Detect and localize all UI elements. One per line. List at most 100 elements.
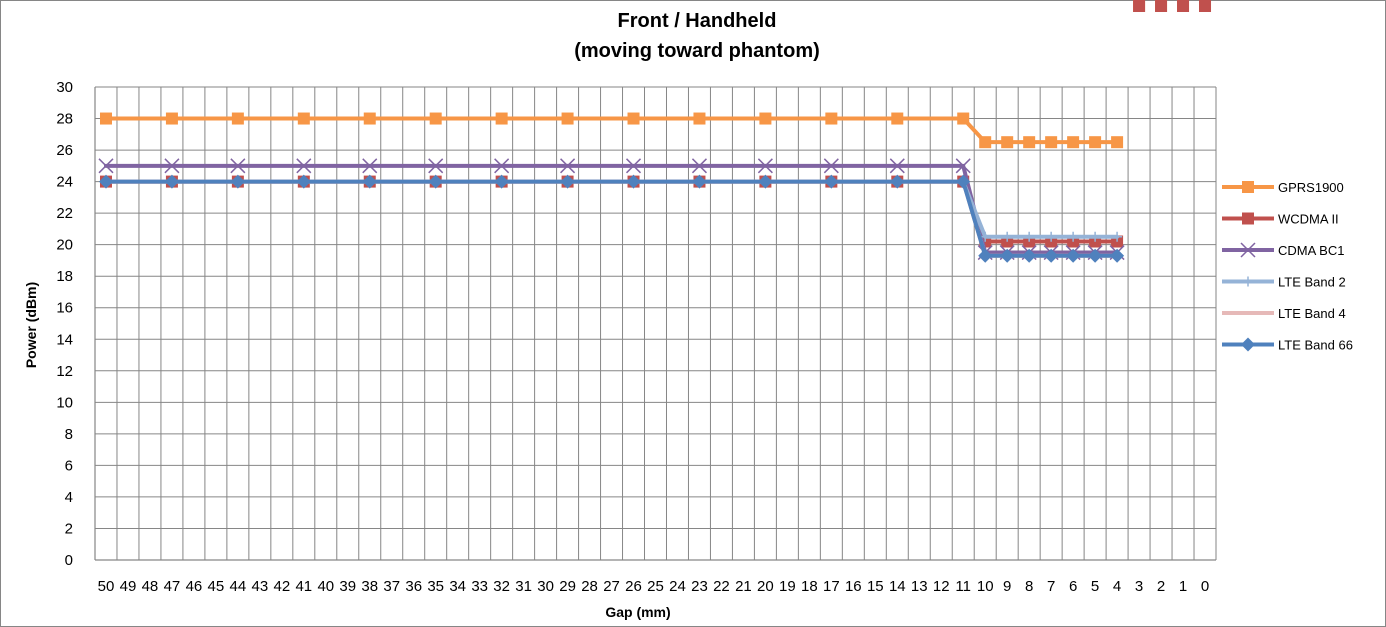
y-tick-label: 22 <box>56 205 73 222</box>
x-tick-label: 11 <box>955 578 971 595</box>
data-point-marker <box>363 112 376 125</box>
x-tick-label: 22 <box>713 578 730 595</box>
data-point-marker <box>1090 231 1101 242</box>
x-tick-label: 33 <box>471 578 488 595</box>
data-point-marker <box>1133 0 1146 12</box>
data-point-marker <box>428 158 444 174</box>
x-tick-label: 14 <box>889 578 906 595</box>
data-point-marker <box>758 174 773 189</box>
data-point-marker <box>1023 136 1036 149</box>
y-tick-label: 20 <box>56 237 73 254</box>
x-tick-label: 8 <box>1025 578 1033 595</box>
x-tick-label: 5 <box>1091 578 1099 595</box>
data-point-marker <box>561 112 574 125</box>
x-tick-label: 42 <box>273 578 290 595</box>
x-tick-label: 32 <box>493 578 510 595</box>
y-tick-label: 18 <box>56 268 73 285</box>
data-point-marker <box>1241 337 1255 352</box>
data-point-marker <box>1089 136 1102 149</box>
x-tick-label: 34 <box>449 578 466 595</box>
data-point-marker <box>693 112 706 125</box>
x-tick-label: 23 <box>691 578 708 595</box>
x-axis-title: Gap (mm) <box>605 604 670 620</box>
data-point-marker <box>625 158 642 174</box>
data-point-marker <box>979 136 992 149</box>
grid-layer <box>94 86 1217 561</box>
y-tick-label: 10 <box>56 394 73 411</box>
data-point-marker <box>297 112 310 125</box>
data-point-marker <box>757 158 773 174</box>
data-point-marker <box>1001 136 1014 149</box>
legend-label: LTE Band 2 <box>1278 275 1346 290</box>
data-point-marker <box>692 174 707 189</box>
x-tick-label: 18 <box>801 578 818 595</box>
chart-title-line-1: Front / Handheld <box>618 10 777 32</box>
x-tick-label: 21 <box>735 578 752 595</box>
data-point-marker <box>494 158 510 174</box>
data-point-marker <box>978 248 993 263</box>
x-tick-label: 24 <box>669 578 686 595</box>
data-point-marker <box>296 174 311 189</box>
y-tick-label: 4 <box>65 489 73 506</box>
x-tick-label: 47 <box>164 578 181 595</box>
x-tick-label: 50 <box>98 578 115 595</box>
x-tick-label: 10 <box>977 578 994 595</box>
data-point-marker <box>99 112 112 125</box>
data-point-marker <box>230 158 246 174</box>
y-tick-label: 30 <box>56 79 73 96</box>
x-tick-label: 48 <box>142 578 159 595</box>
x-tick-label: 7 <box>1047 578 1055 595</box>
data-point-marker <box>1088 248 1103 263</box>
y-axis-title: Power (dBm) <box>23 282 39 368</box>
data-point-marker <box>98 174 113 189</box>
data-point-marker <box>1111 136 1124 149</box>
chart-title-line-2: (moving toward phantom) <box>574 40 820 62</box>
x-tick-label: 27 <box>603 578 620 595</box>
data-point-marker <box>890 174 905 189</box>
x-tick-label: 0 <box>1201 578 1209 595</box>
data-point-marker <box>494 174 509 189</box>
data-point-marker <box>980 231 991 242</box>
x-tick-label: 43 <box>252 578 269 595</box>
data-point-marker <box>98 158 114 174</box>
data-point-marker <box>626 174 641 189</box>
data-point-marker <box>891 112 904 125</box>
x-tick-label: 28 <box>581 578 598 595</box>
x-tick-label: 15 <box>867 578 884 595</box>
data-point-marker <box>1177 0 1190 12</box>
legend-label: LTE Band 66 <box>1278 338 1353 353</box>
x-tick-label: 25 <box>647 578 664 595</box>
x-tick-label: 4 <box>1113 578 1121 595</box>
data-point-marker <box>1155 0 1168 12</box>
data-point-marker <box>495 112 508 125</box>
data-point-marker <box>362 158 378 174</box>
data-point-marker <box>1110 248 1125 263</box>
x-tick-label: 37 <box>383 578 400 595</box>
data-point-marker <box>824 174 839 189</box>
x-tick-label: 45 <box>208 578 225 595</box>
data-point-marker <box>1022 248 1037 263</box>
x-tick-label: 12 <box>933 578 950 595</box>
y-tick-label: 14 <box>56 331 73 348</box>
x-tick-label: 41 <box>295 578 312 595</box>
data-point-marker <box>1024 231 1035 242</box>
x-tick-label: 1 <box>1179 578 1187 595</box>
x-tick-label: 40 <box>317 578 334 595</box>
y-tick-label: 2 <box>65 520 73 537</box>
data-point-marker <box>956 174 971 189</box>
y-tick-label: 12 <box>56 363 73 380</box>
data-point-marker <box>1066 248 1081 263</box>
data-point-marker <box>825 112 838 125</box>
data-point-marker <box>230 174 245 189</box>
legend-label: LTE Band 4 <box>1278 306 1346 321</box>
data-point-marker <box>759 112 772 125</box>
y-tick-label: 26 <box>56 142 73 159</box>
y-tick-label: 28 <box>56 111 73 128</box>
data-point-marker <box>957 112 970 125</box>
data-point-marker <box>1000 248 1015 263</box>
x-tick-label: 19 <box>779 578 796 595</box>
data-point-marker <box>1044 248 1059 263</box>
data-point-marker <box>1199 0 1212 12</box>
